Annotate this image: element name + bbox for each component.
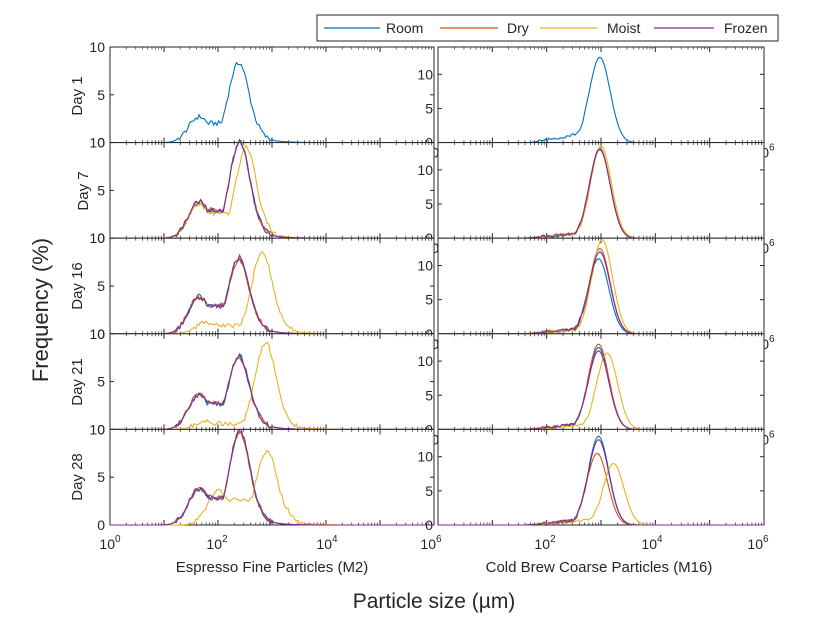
y-tick-label: 5 [425,196,433,212]
y-tick-label: 5 [425,483,433,499]
y-tick-label: 10 [89,421,105,437]
y-tick-label: 10 [89,326,105,342]
x-tick-label: 106 [420,534,442,552]
figure-ylabel: Frequency (%) [28,238,53,382]
panel-frame [109,237,435,335]
column-label-cold-brew: Cold Brew Coarse Particles (M16) [486,559,713,576]
y-tick-label: 5 [97,182,105,198]
legend-label-room: Room [386,20,423,36]
x-tick-label: 104 [641,534,663,552]
panel-frame [109,46,435,144]
x-tick-label: 102 [206,534,228,552]
panel-frame [109,333,435,430]
panel-frame [437,428,765,526]
panel-day-28-espresso: 0 5 10 [89,421,435,533]
row-label-day-28: Day 28 [69,453,86,501]
y-tick-label: 10 [417,258,433,274]
panel-day-21-espresso: 0 5 10 [89,326,435,437]
row-label-day-21: Day 21 [69,358,86,406]
legend-label-dry: Dry [507,20,529,36]
y-tick-label: 5 [425,100,433,116]
y-tick-label: 10 [89,230,105,246]
panel-day-16-espresso: 0 5 10 [89,230,435,342]
panel-frame [437,46,765,144]
panel-day-1-espresso: 0 5 10 [89,39,435,151]
series-line-frozen [110,428,434,526]
y-tick-label: 5 [425,387,433,403]
figure-xlabel: Particle size (µm) [353,590,516,613]
y-tick-label: 0 [425,517,433,533]
x-tick-label: 104 [316,534,338,552]
panel-frame [437,142,765,239]
y-tick-label: 5 [97,374,105,390]
y-tick-label: 10 [417,66,433,82]
y-tick-label: 0 [97,135,105,151]
legend-label-moist: Moist [607,20,641,36]
panel-day-28-cold-brew: 0 5 10 [417,428,765,533]
y-tick-label: 10 [89,135,105,151]
panel-frame [437,333,765,430]
panel-day-7-espresso: 0 5 10 [89,135,435,246]
y-tick-label: 10 [89,39,105,55]
x-tick-label: 100 [99,534,121,552]
row-label-day-16: Day 16 [69,262,86,310]
panel-frame [109,142,435,239]
y-tick-label: 10 [417,353,433,369]
panel-frame [437,237,765,335]
panels: 0510106051010605101060510106051010605101… [89,39,775,533]
column-label-espresso: Espresso Fine Particles (M2) [176,559,369,576]
panel-frame [109,428,435,526]
y-tick-label: 0 [97,517,105,533]
series-line-frozen [438,439,764,526]
y-tick-label: 10 [417,162,433,178]
y-tick-label: 10 [417,449,433,465]
legend-label-frozen: Frozen [724,20,768,36]
y-tick-label: 0 [97,326,105,342]
y-tick-label: 5 [425,292,433,308]
row-label-day-7: Day 7 [75,171,92,210]
y-tick-label: 0 [97,421,105,437]
x-tick-label: 106 [747,534,769,552]
x-tick-label: 102 [534,534,556,552]
y-tick-label: 5 [97,87,105,103]
y-tick-label: 5 [97,469,105,485]
y-tick-label: 5 [97,278,105,294]
y-tick-label: 0 [97,230,105,246]
legend: Room Dry Moist Frozen [316,14,779,42]
row-label-day-1: Day 1 [69,76,86,115]
